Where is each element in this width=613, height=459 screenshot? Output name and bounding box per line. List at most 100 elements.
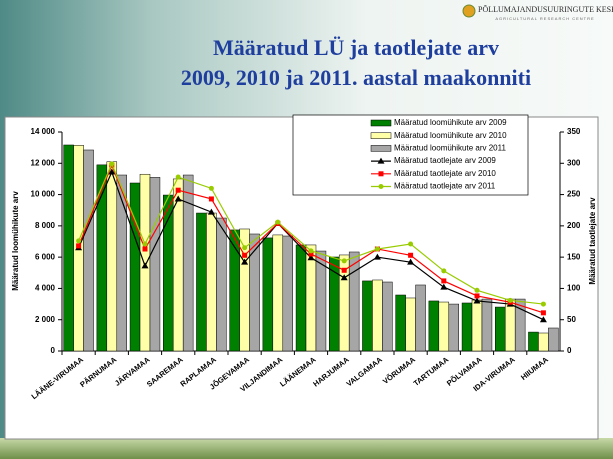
marker xyxy=(142,246,148,252)
marker xyxy=(540,310,546,316)
marker xyxy=(407,258,415,265)
marker xyxy=(109,161,115,167)
marker xyxy=(175,174,181,180)
bar xyxy=(182,174,194,352)
marker xyxy=(76,238,82,244)
chart-title: Määratud LÜ ja taotlejate arv xyxy=(213,35,499,60)
bar xyxy=(295,244,307,352)
marker xyxy=(341,267,347,273)
legend-swatch xyxy=(370,132,392,139)
bar xyxy=(83,149,94,352)
legend-swatch xyxy=(370,145,392,152)
bar xyxy=(504,298,516,352)
bar xyxy=(362,280,373,352)
marker xyxy=(378,171,384,177)
bar xyxy=(196,212,207,352)
marker xyxy=(307,254,315,261)
y2-tick-label: 0 xyxy=(567,346,572,355)
bar xyxy=(395,294,406,352)
legend-label: Määratud taotlejate arv 2011 xyxy=(394,182,496,191)
y2-tick-label: 200 xyxy=(567,221,581,230)
y2-tick-label: 300 xyxy=(567,158,581,167)
marker xyxy=(208,185,214,191)
legend-label: Määratud loomühikute arv 2009 xyxy=(394,118,507,127)
bar xyxy=(216,217,227,352)
bar xyxy=(382,281,393,352)
y2-tick-label: 50 xyxy=(567,315,576,324)
legend-label: Määratud taotlejate arv 2010 xyxy=(394,169,496,178)
bar xyxy=(63,144,74,352)
y-tick-label: 14 000 xyxy=(31,127,56,136)
bar xyxy=(461,302,473,352)
marker xyxy=(440,283,448,290)
marker xyxy=(141,262,149,269)
bar xyxy=(428,300,440,352)
y-tick-label: 12 000 xyxy=(31,158,56,167)
marker xyxy=(208,196,214,202)
y-tick-label: 4 000 xyxy=(35,284,56,293)
bar xyxy=(305,244,317,352)
y-tick-label: 6 000 xyxy=(35,252,56,261)
marker xyxy=(474,293,480,299)
marker xyxy=(441,278,447,284)
y-tick-label: 0 xyxy=(51,346,56,355)
legend-swatch xyxy=(370,119,392,127)
y-tick-label: 8 000 xyxy=(35,221,56,230)
bar xyxy=(262,237,274,352)
marker xyxy=(308,248,314,254)
bar xyxy=(448,303,459,352)
y2-tick-label: 150 xyxy=(567,252,581,261)
y2-tick-label: 100 xyxy=(567,284,581,293)
bar xyxy=(149,177,161,352)
marker xyxy=(373,253,381,260)
marker xyxy=(241,258,249,265)
y2-axis-title: Määratud taotlejate arv xyxy=(588,197,597,285)
marker xyxy=(377,157,385,164)
marker xyxy=(441,268,447,274)
bar xyxy=(282,235,293,352)
bar xyxy=(348,251,360,352)
marker xyxy=(408,252,414,258)
marker xyxy=(341,258,347,264)
bar xyxy=(481,298,493,352)
marker xyxy=(473,297,481,304)
marker xyxy=(275,219,281,225)
logo-name: PÕLLUMAJANDUSUURINGUTE KESKUS xyxy=(478,4,613,14)
legend-label: Määratud loomühikute arv 2010 xyxy=(394,131,507,140)
marker xyxy=(207,208,215,215)
bar xyxy=(315,250,327,352)
bar xyxy=(538,332,549,352)
marker xyxy=(174,195,182,202)
legend xyxy=(292,114,529,196)
bar xyxy=(206,212,217,352)
bar xyxy=(528,331,539,352)
bar xyxy=(249,233,260,352)
y-tick-label: 10 000 xyxy=(31,190,56,199)
bar xyxy=(415,284,426,352)
marker xyxy=(540,301,546,307)
marker xyxy=(340,274,348,281)
bar xyxy=(438,301,450,352)
y-tick-label: 2 000 xyxy=(35,315,56,324)
grass xyxy=(0,438,613,459)
marker xyxy=(76,243,82,249)
marker xyxy=(378,184,384,189)
marker xyxy=(108,168,116,175)
marker xyxy=(175,187,181,193)
marker xyxy=(539,316,547,323)
legend-label: Määratud taotlejate arv 2009 xyxy=(394,156,496,165)
y2-tick-label: 250 xyxy=(567,190,581,199)
y2-tick-label: 350 xyxy=(567,127,581,136)
bar xyxy=(106,161,118,352)
bar xyxy=(471,299,483,352)
logo-icon xyxy=(462,4,476,18)
bar xyxy=(514,298,526,352)
y-axis-title: Määratud loomühikute arv xyxy=(11,191,20,291)
marker xyxy=(374,246,380,252)
chart-title: 2009, 2010 ja 2011. aastal maakonniti xyxy=(181,65,531,90)
marker xyxy=(242,252,248,258)
bar xyxy=(548,327,559,352)
marker xyxy=(142,241,148,247)
bar xyxy=(272,234,284,352)
